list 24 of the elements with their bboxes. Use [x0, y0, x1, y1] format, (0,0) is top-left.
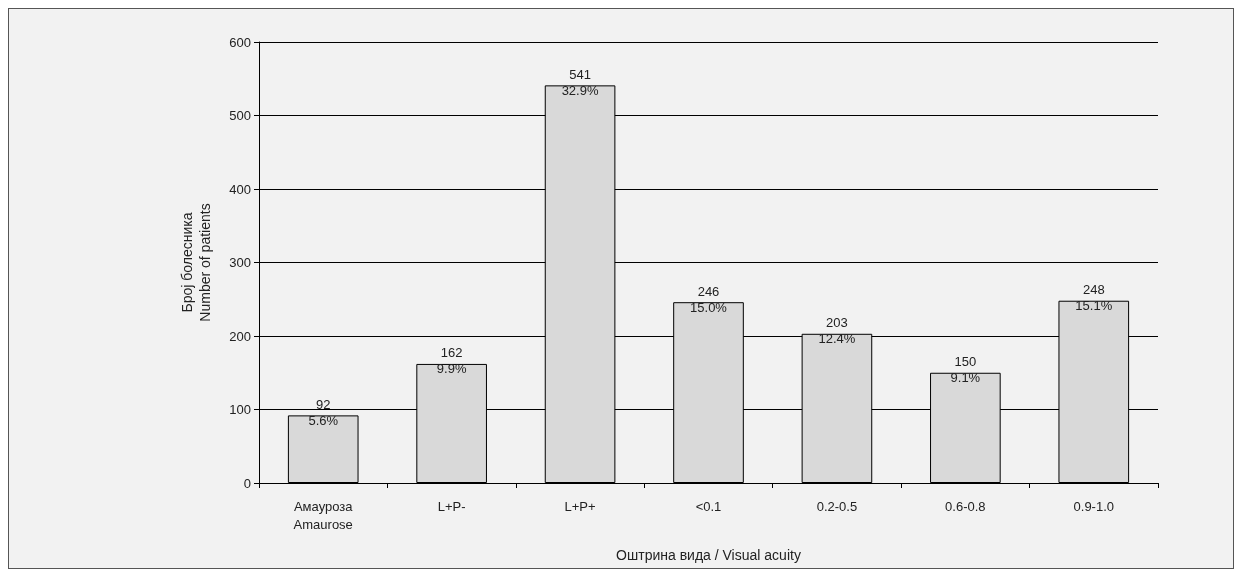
data-label: 203 12.4% — [818, 315, 856, 347]
data-label: 162 9.9% — [436, 345, 467, 377]
y-tick-label: 200 — [229, 328, 251, 344]
y-tick-label: 100 — [229, 402, 251, 417]
data-label: 246 15.0% — [690, 283, 728, 315]
y-tick-label: 500 — [229, 108, 251, 123]
x-tick-label: <0.1 — [695, 498, 722, 514]
bar — [287, 415, 359, 483]
x-tick-label: 0.2-0.5 — [816, 498, 858, 514]
y-axis-title: Број болесника Number of patients — [179, 203, 213, 322]
data-label: 541 32.9% — [561, 66, 599, 98]
y-tick-label: 400 — [229, 181, 251, 197]
x-axis-title: Оштрина вида / Visual acuity — [616, 547, 801, 563]
data-label: 92 5.6% — [308, 396, 339, 428]
y-tick-label: 600 — [229, 34, 251, 50]
data-label: 150 9.1% — [950, 354, 981, 386]
x-tick-label: L+P+ — [564, 498, 596, 514]
x-tick-label: Амауроза Amaurose — [293, 498, 354, 532]
x-tick-label: 0.6-0.8 — [945, 498, 986, 514]
x-tick-label: L+P- — [437, 498, 466, 514]
data-label: 248 15.1% — [1075, 282, 1113, 314]
x-tick-label: 0.9-1.0 — [1073, 498, 1115, 514]
y-tick-label: 300 — [229, 255, 251, 270]
y-tick-label: 0 — [243, 475, 251, 491]
